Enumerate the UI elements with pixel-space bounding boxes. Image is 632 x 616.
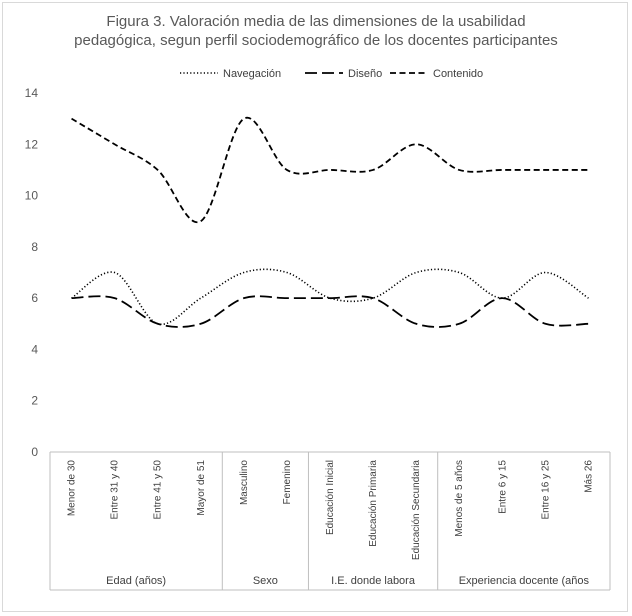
- chart-title-line-2: pedagógica, segun perfil sociodemográfic…: [74, 32, 558, 49]
- legend: Navegación Diseño Contenido: [180, 68, 483, 80]
- group-label: Experiencia docente (años: [459, 575, 590, 587]
- x-tick-label: Menos de 5 años: [454, 460, 465, 537]
- x-tick-label: Femenino: [282, 460, 293, 505]
- x-tick-label: Educación Secundaria: [411, 460, 422, 561]
- x-tick-label: Entre 41 y 50: [153, 460, 164, 520]
- y-tick-label: 10: [25, 189, 39, 203]
- y-tick-label: 8: [31, 240, 38, 254]
- series-line-3: [71, 116, 589, 224]
- series-line-1: [71, 268, 589, 326]
- group-label: Sexo: [253, 575, 278, 587]
- y-axis: 0 2 4 6 8 10 12 14: [25, 86, 39, 459]
- x-tick-label: Entre 16 y 25: [540, 460, 551, 520]
- x-tick-label: Entre 6 y 15: [497, 460, 508, 514]
- y-tick-label: 0: [31, 445, 38, 459]
- x-tick-label: Entre 31 y 40: [110, 460, 121, 520]
- y-tick-label: 2: [31, 394, 38, 408]
- legend-label: Contenido: [433, 68, 483, 80]
- x-axis: Menor de 30 Entre 31 y 40 Entre 41 y 50 May…: [49, 451, 611, 591]
- y-tick-label: 14: [25, 86, 39, 100]
- y-tick-label: 6: [31, 291, 38, 305]
- x-tick-label: Más 26: [583, 460, 594, 493]
- x-tick-label: Masculino: [239, 460, 250, 505]
- group-label: I.E. donde labora: [331, 575, 416, 587]
- group-label: Edad (años): [106, 575, 166, 587]
- series-lines: [71, 116, 589, 328]
- series-line-2: [71, 295, 589, 328]
- legend-label: Diseño: [348, 68, 382, 80]
- chart-title-line-1: Figura 3. Valoración media de las dimens…: [106, 13, 525, 30]
- x-tick-label: Mayor de 51: [196, 460, 207, 516]
- x-tick-label: Menor de 30: [67, 460, 78, 517]
- y-tick-label: 4: [31, 342, 38, 356]
- legend-label: Navegación: [223, 68, 281, 80]
- x-tick-label: Educación Primaria: [368, 460, 379, 547]
- x-tick-label: Educación Inicial: [325, 460, 336, 535]
- y-tick-label: 12: [25, 137, 39, 151]
